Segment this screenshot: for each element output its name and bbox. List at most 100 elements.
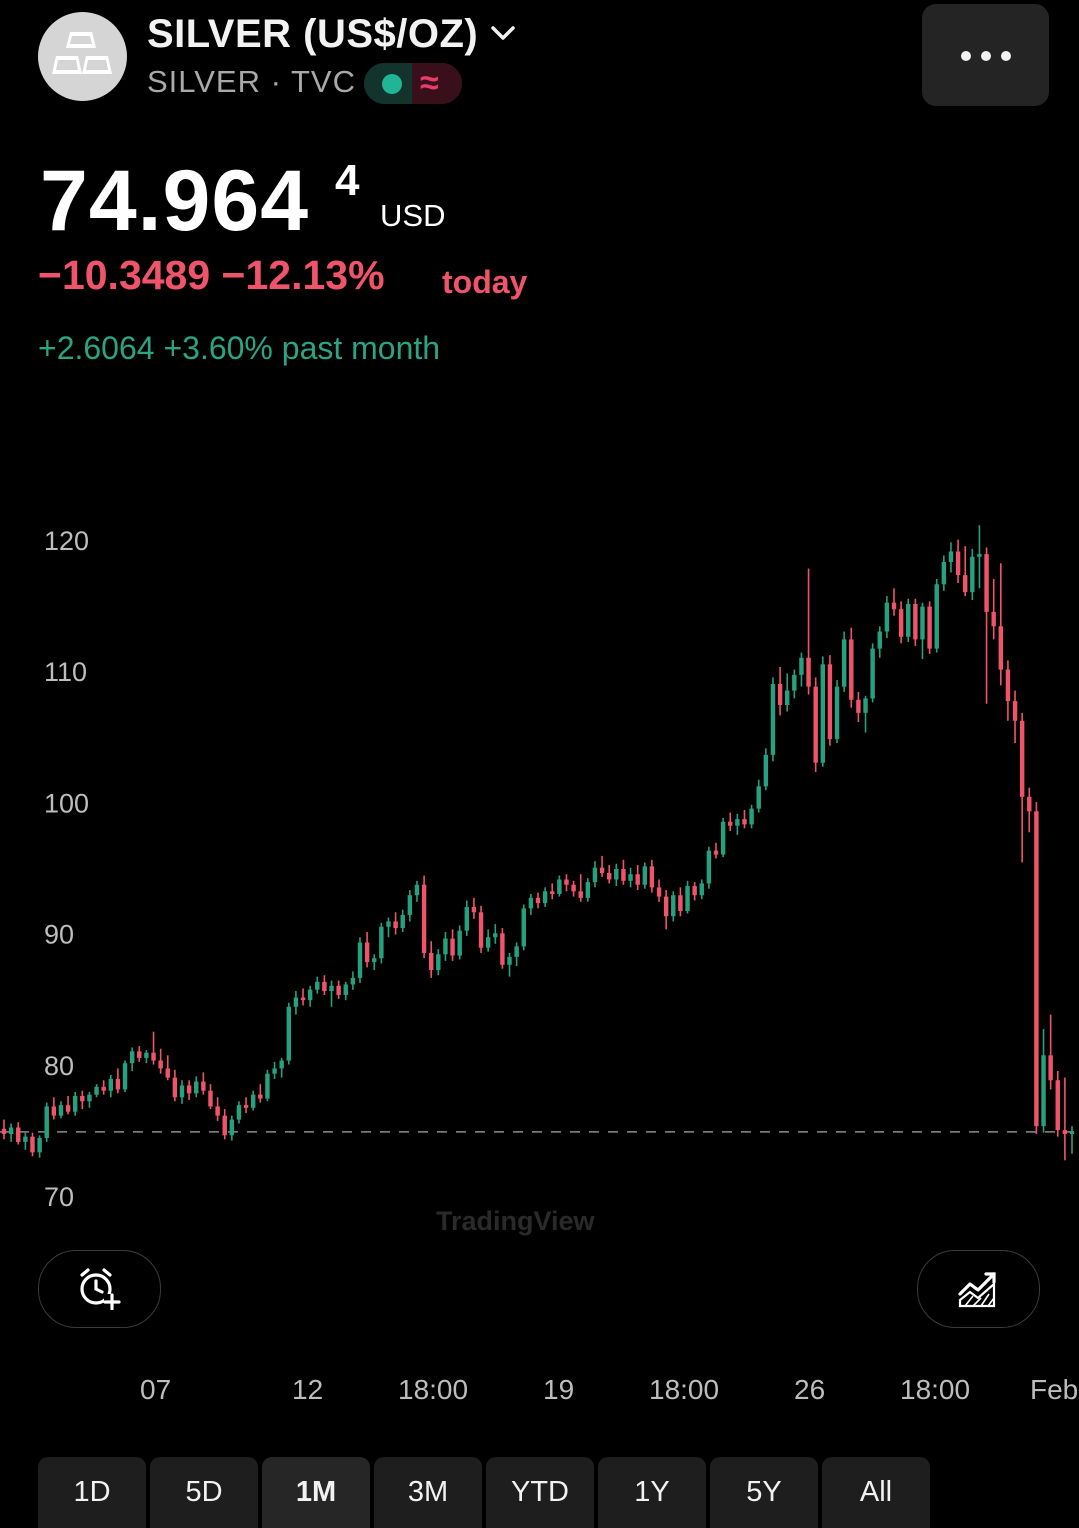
candle-down (215, 1106, 220, 1116)
x-tick-label: 18:00 (649, 1374, 720, 1405)
candle-up (770, 684, 776, 755)
candle-down (991, 611, 996, 627)
candle-down (471, 907, 477, 913)
candle-up (685, 886, 690, 911)
price-currency: USD (380, 198, 446, 233)
candle-up (671, 895, 676, 917)
candle-down (663, 896, 669, 917)
candle-down (599, 867, 605, 873)
candle-down (428, 952, 434, 971)
x-tick-label: 12 (292, 1374, 324, 1405)
candle-down (962, 575, 968, 593)
range-tab-1y[interactable]: 1Y (598, 1457, 706, 1528)
range-tab-5y[interactable]: 5Y (710, 1457, 818, 1528)
symbol-logo (38, 12, 127, 101)
candle-down (336, 985, 341, 995)
symbol-title[interactable]: SILVER (US$/OZ) (147, 12, 479, 56)
candle-down (450, 938, 455, 956)
candle-down (777, 684, 783, 705)
symbol-exchange: SILVER · TVC (147, 64, 356, 99)
x-tick-label: 19 (543, 1374, 575, 1405)
change-today-label: today (442, 264, 528, 300)
candle-up (941, 561, 947, 585)
candle-down (16, 1127, 21, 1142)
candle-down (258, 1094, 263, 1099)
candle-up (236, 1105, 242, 1120)
candle-up (870, 648, 875, 699)
candle-up (386, 921, 391, 927)
silver-bars-icon (52, 32, 112, 74)
candle-up (229, 1119, 235, 1136)
market-status-pill[interactable]: ≈ (364, 63, 462, 104)
candle-down (101, 1086, 106, 1091)
candle-down (742, 819, 747, 825)
range-tab-all[interactable]: All (822, 1457, 930, 1528)
chevron-down-icon[interactable] (490, 22, 516, 44)
candle-down (243, 1105, 249, 1108)
candle-up (863, 698, 868, 713)
y-tick-label: 70 (44, 1182, 74, 1212)
candle-down (535, 897, 541, 904)
candle-up (1041, 1055, 1046, 1127)
candle-down (984, 554, 989, 612)
price-chart[interactable]: 120 110 100 90 80 70 (0, 500, 1079, 1220)
candle-up (699, 883, 704, 896)
candle-up (315, 981, 320, 990)
candle-down (635, 874, 640, 885)
candle-up (763, 754, 769, 787)
candle-down (201, 1081, 206, 1091)
candle-up (87, 1094, 92, 1102)
candle-up (293, 997, 299, 1007)
candle-up (977, 554, 982, 557)
candle-up (286, 1006, 292, 1061)
candle-up (129, 1051, 135, 1064)
y-tick-label: 90 (44, 920, 74, 950)
last-price: 74.964 (40, 153, 310, 249)
candle-down (813, 686, 818, 763)
candle-up (37, 1137, 42, 1153)
candle-up (784, 690, 790, 705)
x-tick-label: 26 (794, 1374, 826, 1405)
candle-up (642, 866, 648, 885)
y-tick-label: 80 (44, 1051, 74, 1081)
candle-up (920, 606, 925, 640)
candle-down (578, 891, 583, 898)
candles (1, 525, 1075, 1161)
candle-down (421, 884, 427, 953)
indicators-button[interactable] (917, 1250, 1040, 1328)
candle-up (585, 882, 591, 898)
range-tab-1m[interactable]: 1M (262, 1457, 370, 1528)
candle-up (194, 1081, 199, 1094)
candle-up (457, 930, 462, 956)
range-tab-5d[interactable]: 5D (150, 1457, 258, 1528)
candle-up (8, 1127, 14, 1135)
candle-up (144, 1052, 149, 1058)
candle-down (955, 551, 961, 576)
candle-up (485, 937, 491, 948)
range-tab-3m[interactable]: 3M (374, 1457, 482, 1528)
candle-up (44, 1106, 49, 1138)
candle-up (557, 879, 562, 894)
add-alert-button[interactable] (38, 1250, 161, 1328)
more-dots-icon (961, 51, 1011, 61)
candle-down (478, 912, 484, 948)
candle-down (606, 872, 612, 880)
candle-down (856, 699, 861, 713)
candle-down (678, 895, 683, 911)
more-options-button[interactable] (922, 4, 1049, 106)
y-tick-label: 110 (44, 657, 87, 687)
candle-up (514, 946, 519, 957)
x-tick-label: Feb (1030, 1374, 1079, 1405)
change-today: −10.3489 −12.13% (38, 252, 385, 298)
candle-up (265, 1073, 270, 1099)
candle-down (500, 933, 505, 965)
range-tab-ytd[interactable]: YTD (486, 1457, 594, 1528)
x-tick-label: 18:00 (398, 1374, 469, 1405)
candle-up (357, 942, 363, 978)
candle-down (393, 921, 398, 929)
range-tab-1d[interactable]: 1D (38, 1457, 146, 1528)
last-price-extra-digit: 4 (335, 156, 360, 205)
candle-up (179, 1085, 185, 1098)
candle-up (906, 603, 911, 637)
candle-up (528, 897, 534, 909)
